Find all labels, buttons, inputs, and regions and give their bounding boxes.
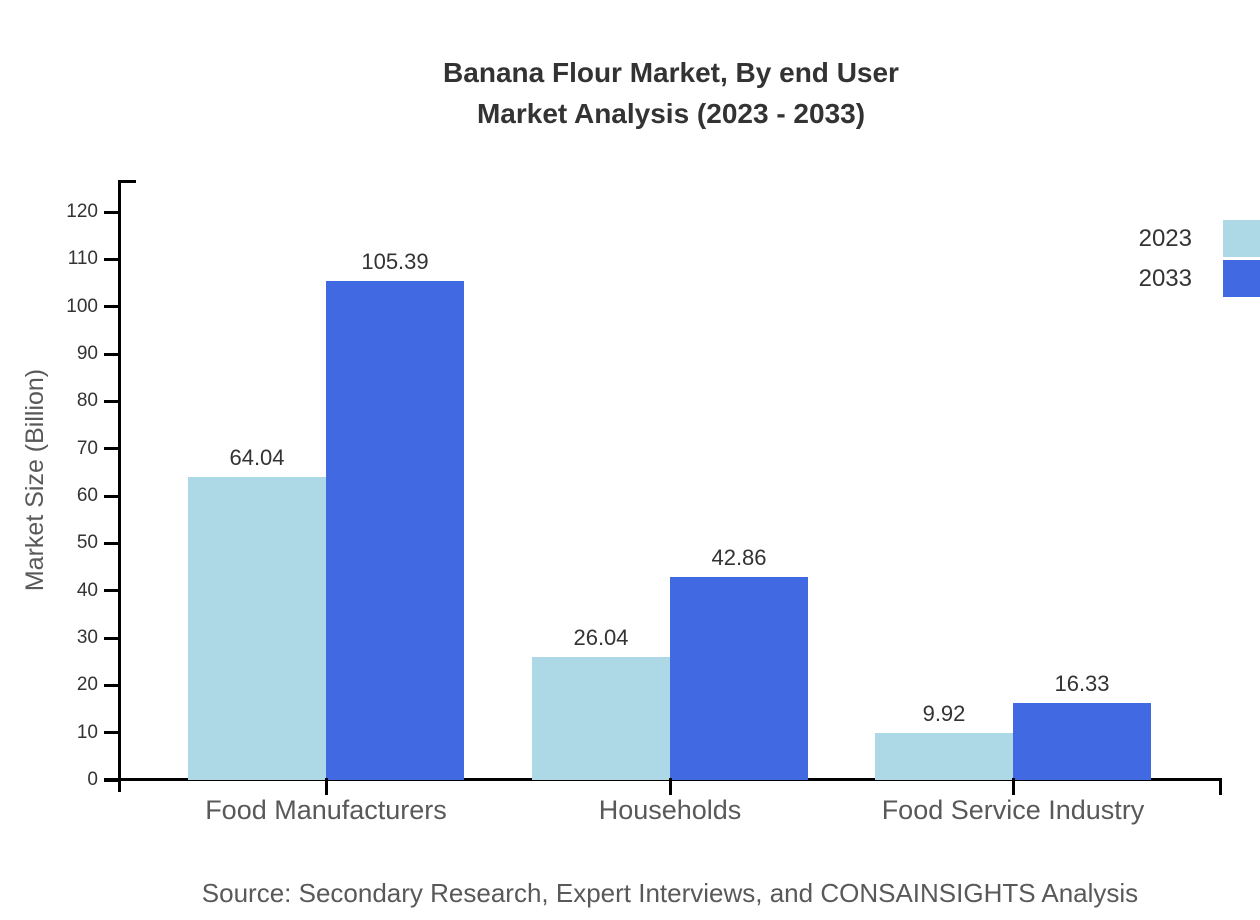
bar-value-label: 42.86: [711, 545, 767, 571]
x-tick: [668, 778, 672, 795]
y-tick: [104, 257, 120, 261]
y-tick-label: 80: [76, 390, 98, 412]
y-tick: [104, 636, 120, 640]
bar: [326, 281, 464, 780]
x-axis-category-label: Food Service Industry: [881, 795, 1145, 825]
bar: [670, 577, 808, 780]
legend-label: 2023: [1138, 225, 1192, 252]
y-tick: [104, 778, 120, 782]
y-tick-label: 40: [76, 579, 98, 601]
legend-swatch: [1223, 220, 1260, 257]
source-text: Source: Secondary Research, Expert Inter…: [201, 878, 1139, 908]
x-axis-category-label: Food Manufacturers: [205, 795, 447, 825]
y-tick: [104, 399, 120, 403]
bar: [875, 733, 1013, 780]
bar-value-label: 64.04: [229, 444, 285, 470]
x-axis-category-label: Households: [598, 795, 742, 825]
y-tick-label: 100: [66, 295, 98, 317]
y-tick-label: 30: [76, 627, 98, 648]
y-tick: [104, 210, 120, 214]
bar: [1013, 702, 1151, 780]
bar-value-label: 26.04: [573, 624, 629, 650]
legend-label: 2033: [1138, 265, 1192, 292]
bar: [188, 476, 326, 780]
bar-value-label: 9.92: [922, 701, 966, 727]
y-tick: [104, 305, 120, 309]
y-tick: [104, 494, 120, 498]
y-tick: [104, 541, 120, 545]
bar-value-label: 16.33: [1054, 670, 1110, 696]
legend-item: 2033: [0, 260, 1260, 298]
y-tick-label: 90: [76, 343, 98, 364]
y-tick: [104, 683, 120, 687]
y-tick-label: 0: [87, 769, 98, 790]
y-tick-label: 10: [76, 721, 98, 743]
chart-title-line2: Market Analysis (2023 - 2033): [476, 98, 866, 129]
y-tick-label: 70: [76, 437, 98, 459]
y-tick-label: 60: [76, 485, 98, 506]
legend-swatch: [1223, 260, 1260, 297]
legend-item: 2023: [0, 220, 1260, 258]
y-tick-label: 50: [76, 532, 98, 554]
y-axis-spine: [118, 180, 121, 792]
y-tick: [104, 731, 120, 735]
bar-value-label: 105.39: [361, 249, 429, 275]
y-tick-label: 20: [76, 674, 98, 696]
y-tick: [104, 589, 120, 593]
x-tick: [1011, 778, 1015, 795]
bar: [532, 656, 670, 780]
y-axis-top-cap: [118, 180, 136, 183]
y-tick-label: 110: [67, 248, 98, 270]
chart-title-line1: Banana Flour Market, By end User: [443, 57, 899, 88]
y-tick: [104, 447, 120, 451]
y-tick-label: 120: [66, 201, 98, 222]
x-axis-right-cap: [1219, 778, 1222, 795]
x-tick: [324, 778, 328, 795]
y-tick: [104, 352, 120, 356]
chart-title: Banana Flour Market, By end User Market …: [71, 52, 1260, 134]
